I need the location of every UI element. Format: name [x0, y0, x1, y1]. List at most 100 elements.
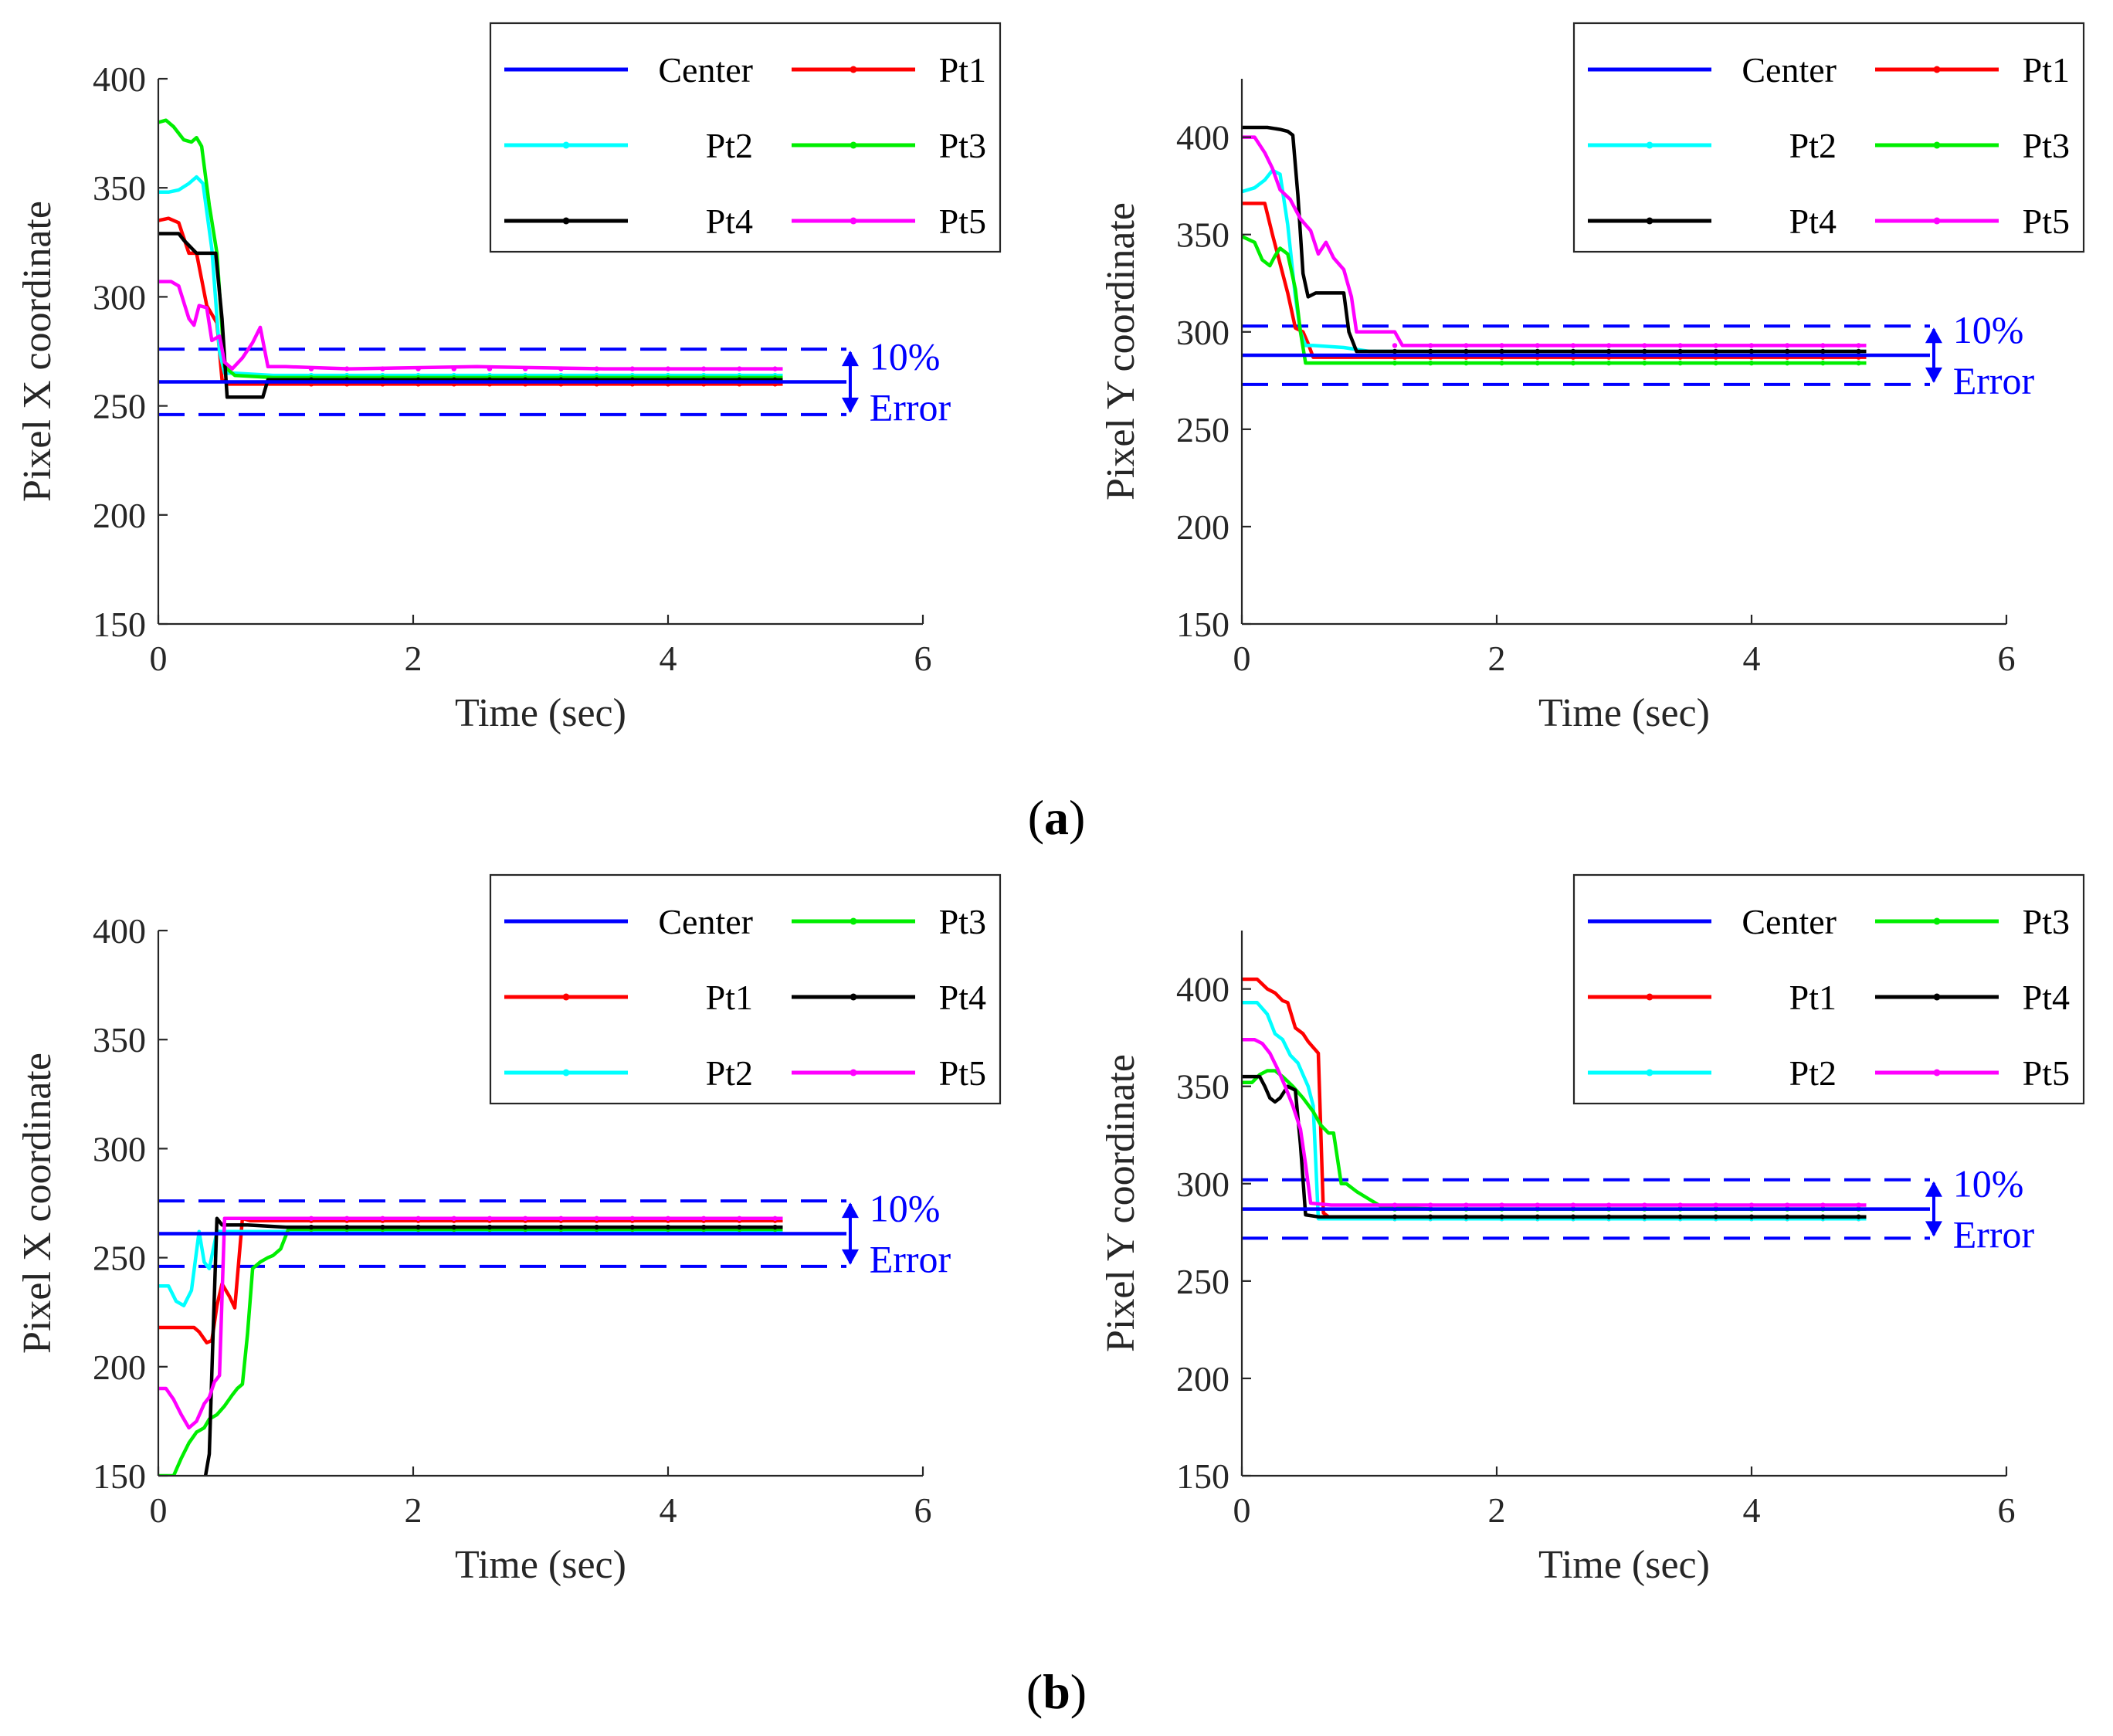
series-marker-pt4	[772, 1224, 778, 1230]
legend-label-pt2: Pt2	[1789, 1053, 1837, 1093]
series-marker-pt4	[1499, 1214, 1504, 1219]
series-marker-pt5	[629, 1216, 635, 1221]
series-marker-pt5	[1713, 343, 1718, 348]
series-marker-pt3	[1820, 360, 1826, 366]
annotation-percent: 10%	[1953, 308, 2024, 351]
series-marker-pt5	[737, 1216, 742, 1221]
y-tick-label: 350	[1176, 1067, 1229, 1107]
series-marker-pt5	[523, 366, 528, 371]
legend-marker-pt3	[1933, 141, 1941, 149]
series-marker-pt4	[1713, 1214, 1718, 1219]
legend-marker-pt2	[562, 1069, 570, 1077]
x-tick-label: 6	[1998, 639, 2016, 678]
series-line-pt2	[158, 1229, 783, 1307]
y-axis-title: Pixel X coordinate	[15, 201, 59, 502]
series-marker-pt4	[558, 1224, 564, 1230]
annotation-error: Error	[870, 386, 951, 429]
legend-marker-pt1	[1646, 993, 1653, 1001]
series-marker-pt5	[558, 1216, 564, 1221]
series-group	[1242, 125, 1867, 366]
series-marker-pt4	[594, 1224, 599, 1230]
series-marker-pt5	[772, 1216, 778, 1221]
series-marker-pt3	[1392, 360, 1398, 366]
series-marker-pt4	[1570, 1214, 1576, 1219]
series-marker-pt4	[1428, 348, 1433, 354]
legend: Center Pt3 Pt1 Pt4 Pt2 Pt5	[489, 873, 1002, 1105]
series-marker-pt5	[665, 1216, 671, 1221]
legend-box	[489, 22, 1002, 253]
series-marker-pt5	[1428, 1202, 1433, 1208]
chart-panel-b-x: 10% Error 0 2 4 6 150 200 250 300 350 400 Time (sec)…	[15, 873, 1002, 1587]
y-tick-label: 150	[1176, 1456, 1229, 1496]
series-marker-pt4	[1570, 348, 1576, 354]
x-tick-label: 0	[1233, 639, 1251, 678]
y-tick-label: 250	[1176, 410, 1229, 449]
series-marker-pt3	[1535, 360, 1541, 366]
y-tick-label: 350	[93, 1020, 146, 1060]
series-marker-pt5	[1677, 343, 1683, 348]
series-marker-pt5	[665, 366, 671, 371]
series-marker-pt5	[1463, 343, 1469, 348]
series-marker-pt5	[1785, 1202, 1790, 1208]
x-tick-label: 0	[150, 639, 168, 678]
legend-marker-pt4	[1646, 217, 1653, 225]
x-tick-label: 2	[405, 639, 422, 678]
error-arrow-head-up	[841, 1202, 859, 1219]
legend-label-pt3: Pt3	[2023, 126, 2070, 165]
series-marker-pt4	[344, 1224, 350, 1230]
legend-label-pt4: Pt4	[939, 978, 986, 1017]
x-tick-label: 4	[1743, 639, 1761, 678]
legend-marker-pt1	[562, 993, 570, 1001]
legend-box	[1572, 22, 2085, 253]
x-tick-label: 2	[1488, 639, 1506, 678]
annotation-error: Error	[1953, 359, 2035, 402]
x-tick-label: 2	[405, 1490, 422, 1530]
x-tick-label: 0	[150, 1490, 168, 1530]
x-axis-title: Time (sec)	[1538, 691, 1710, 735]
legend-marker-pt5	[850, 217, 857, 225]
x-tick-label: 4	[1743, 1490, 1761, 1530]
chart-panel-a-y: 10% Error 0 2 4 6 150 200 250 300 350 400 Time (sec)…	[1099, 22, 2085, 735]
y-tick-label: 200	[93, 496, 146, 535]
series-marker-pt5	[1820, 1202, 1826, 1208]
legend: Center Pt3 Pt1 Pt4 Pt2 Pt5	[1572, 873, 2085, 1105]
series-marker-pt4	[665, 1224, 671, 1230]
x-tick-label: 4	[660, 639, 677, 678]
legend-marker-pt4	[850, 993, 857, 1001]
legend-label-pt4: Pt4	[706, 202, 753, 241]
series-marker-pt4	[415, 1224, 421, 1230]
series-marker-pt4	[1785, 348, 1790, 354]
series-marker-pt5	[594, 1216, 599, 1221]
y-tick-label: 200	[1176, 507, 1229, 547]
series-marker-pt5	[1499, 343, 1504, 348]
chart-panel-b-y: 10% Error 0 2 4 6 150 200 250 300 350 400 Time (sec)…	[1099, 873, 2085, 1587]
series-marker-pt4	[1535, 348, 1541, 354]
series-marker-pt3	[1606, 360, 1612, 366]
series-line-pt5	[158, 1216, 783, 1430]
error-arrow-head-up	[1925, 327, 1942, 344]
x-tick-label: 6	[914, 1490, 932, 1530]
series-marker-pt5	[487, 366, 493, 371]
x-tick-label: 0	[1233, 1490, 1251, 1530]
series-marker-pt4	[1499, 348, 1504, 354]
error-arrow-head-down	[841, 1249, 859, 1265]
series-line-pt3	[158, 1227, 783, 1476]
legend-marker-pt2	[562, 141, 570, 149]
series-marker-pt4	[1748, 1214, 1755, 1219]
legend-label-center: Center	[1742, 902, 1837, 941]
x-axis-title: Time (sec)	[1538, 1543, 1710, 1587]
series-marker-pt4	[308, 1224, 314, 1230]
series-marker-pt5	[1428, 343, 1433, 348]
legend-label-pt2: Pt2	[706, 1053, 753, 1093]
series-marker-pt5	[629, 366, 635, 371]
legend-label-pt1: Pt1	[2023, 50, 2070, 90]
series-line-pt3	[1242, 235, 1867, 365]
y-tick-label: 200	[93, 1348, 146, 1387]
legend-marker-pt1	[1933, 66, 1941, 73]
series-marker-pt5	[772, 366, 778, 371]
caption-a: (a)	[1028, 790, 1086, 845]
annotation-error: Error	[870, 1238, 951, 1281]
series-marker-pt5	[1748, 1202, 1755, 1208]
series-marker-pt4	[1606, 348, 1612, 354]
legend: Center Pt1 Pt2 Pt3 Pt4 Pt5	[489, 22, 1002, 253]
